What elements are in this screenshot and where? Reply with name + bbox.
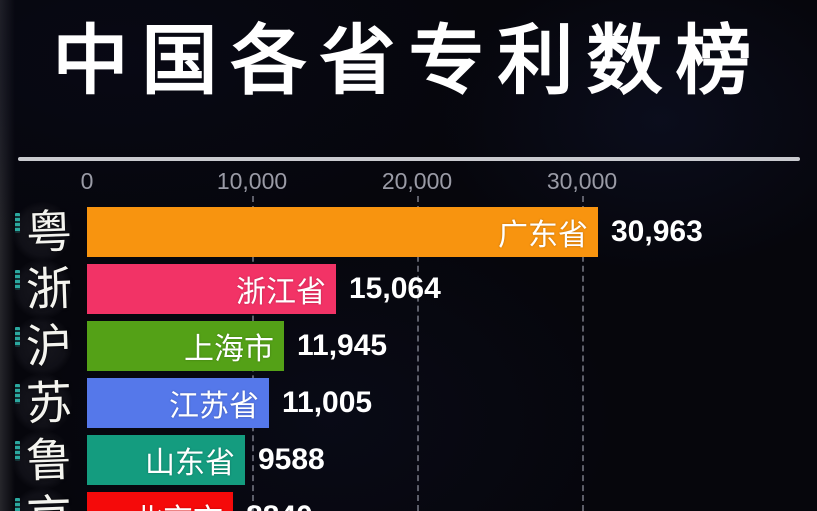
province-seal: 粤: [0, 202, 87, 262]
province-seal: 浙: [0, 259, 87, 319]
seal-mark-icon: [15, 213, 20, 233]
seal-mark-icon: [15, 270, 20, 290]
province-abbrev-label: 京: [25, 489, 73, 511]
title-separator: [18, 157, 800, 161]
bar: 山东省: [87, 435, 245, 485]
province-name-label: 江苏省: [169, 390, 259, 423]
bar-rows: 粤 广东省 30,963 浙 浙江省 15,064 沪 上海市 11,945 苏 江苏省 11,005…: [0, 202, 817, 511]
province-name-label: 上海市: [184, 333, 274, 366]
x-axis-tick-label: 0: [80, 168, 94, 194]
province-name-label: 浙江省: [236, 276, 326, 309]
seal-mark-icon: [15, 498, 20, 511]
bar: 广东省: [87, 207, 598, 257]
bar-row: 浙 浙江省 15,064: [0, 259, 817, 319]
seal-mark-icon: [15, 441, 20, 461]
bar: 上海市: [87, 321, 284, 371]
value-label: 30,963: [611, 215, 703, 248]
province-seal: 苏: [0, 373, 87, 433]
bar-row: 京 北京市 8840: [0, 487, 817, 511]
gridline: [582, 196, 584, 511]
seal-mark-icon: [15, 384, 20, 404]
province-name-label: 北京市: [133, 495, 223, 511]
value-label: 11,005: [282, 386, 373, 419]
province-abbrev-label: 鲁: [25, 432, 73, 488]
value-label: 8840: [246, 500, 313, 511]
gridline: [417, 196, 419, 511]
value-label: 9588: [258, 443, 325, 476]
province-seal: 京: [0, 487, 87, 511]
bar-row: 沪 上海市 11,945: [0, 316, 817, 376]
bar-row: 苏 江苏省 11,005: [0, 373, 817, 433]
seal-mark-icon: [15, 327, 20, 347]
province-abbrev-label: 沪: [25, 318, 73, 374]
x-axis-tick-label: 30,000: [546, 168, 618, 194]
x-axis: 0 10,000 20,000 30,000: [0, 168, 817, 194]
bar: 北京市: [87, 492, 233, 511]
x-axis-tick-label: 10,000: [216, 168, 288, 194]
bar-row: 鲁 山东省 9588: [0, 430, 817, 490]
province-abbrev-label: 苏: [25, 375, 73, 431]
bar: 江苏省: [87, 378, 269, 428]
bar: 浙江省: [87, 264, 336, 314]
value-label: 11,945: [297, 329, 388, 362]
province-name-label: 山东省: [145, 447, 235, 480]
x-axis-tick-label: 20,000: [381, 168, 453, 194]
province-seal: 沪: [0, 316, 87, 376]
chart-title: 中国各省专利数榜: [52, 19, 765, 104]
province-abbrev-label: 粤: [25, 204, 73, 260]
province-abbrev-label: 浙: [25, 261, 73, 317]
province-name-label: 广东省: [498, 219, 588, 252]
value-label: 15,064: [349, 272, 441, 305]
province-seal: 鲁: [0, 430, 87, 490]
bar-row: 粤 广东省 30,963: [0, 202, 817, 262]
